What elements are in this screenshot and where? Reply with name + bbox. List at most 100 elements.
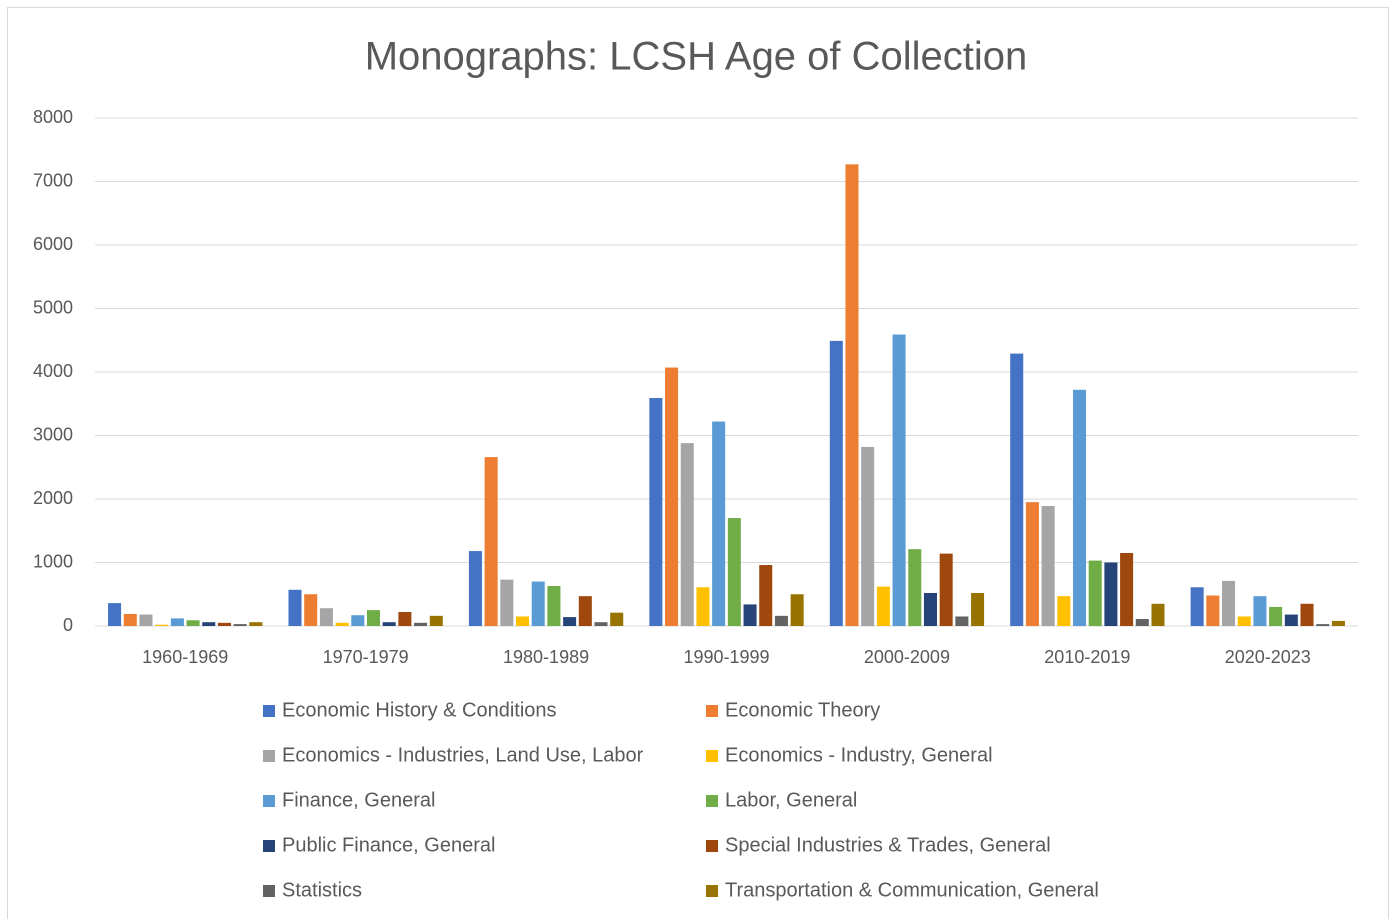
legend-label: Transportation & Communication, General (725, 879, 1099, 901)
y-tick-label: 0 (63, 615, 73, 635)
legend-swatch (706, 750, 718, 762)
x-tick-label: 2000-2009 (864, 647, 950, 667)
bar (382, 622, 396, 626)
y-tick-label: 1000 (33, 551, 73, 571)
x-tick-label: 1980-1989 (503, 647, 589, 667)
bar (155, 624, 169, 626)
bar (1104, 562, 1118, 626)
x-tick-label: 1960-1969 (142, 647, 228, 667)
bar (233, 624, 247, 626)
bar (955, 616, 969, 626)
bar (594, 622, 608, 626)
bar (202, 622, 216, 626)
y-tick-label: 7000 (33, 170, 73, 190)
bar (743, 604, 757, 626)
bar (139, 614, 153, 626)
y-tick-label: 3000 (33, 424, 73, 444)
bar (468, 551, 482, 626)
bar (217, 622, 231, 626)
bar (398, 612, 412, 626)
bar (908, 549, 922, 626)
bar (1253, 596, 1267, 626)
bar (351, 615, 365, 626)
bar (1190, 587, 1204, 626)
bar (249, 622, 263, 626)
x-tick-label: 2020-2023 (1225, 647, 1311, 667)
bar (366, 610, 381, 626)
bar (123, 613, 137, 626)
legend-label: Statistics (282, 879, 362, 901)
bar (1237, 616, 1251, 626)
bar (547, 585, 561, 626)
bar (1284, 614, 1298, 626)
x-tick-label: 2010-2019 (1044, 647, 1130, 667)
bar (680, 443, 694, 626)
bar (1222, 580, 1236, 626)
bar (170, 618, 184, 626)
legend-label: Economic Theory (725, 699, 880, 721)
bar (790, 594, 804, 626)
y-tick-label: 6000 (33, 234, 73, 254)
legend-label: Economics - Industries, Land Use, Labor (282, 744, 644, 766)
legend-swatch (706, 705, 718, 717)
bar (108, 603, 122, 626)
legend-label: Public Finance, General (282, 834, 495, 856)
bar (727, 518, 741, 626)
bar (939, 553, 953, 626)
bar (186, 620, 200, 626)
bar (649, 398, 663, 626)
chart-frame (7, 7, 1389, 919)
legend-label: Finance, General (282, 789, 435, 811)
y-tick-label: 2000 (33, 488, 73, 508)
legend-label: Economic History & Conditions (282, 699, 557, 721)
bar (429, 615, 443, 626)
bar (845, 164, 859, 627)
y-tick-label: 5000 (33, 297, 73, 317)
bar (1057, 596, 1071, 626)
bar (759, 565, 773, 626)
x-tick-label: 1990-1999 (683, 647, 769, 667)
bar (531, 581, 545, 626)
chart-title: Monographs: LCSH Age of Collection (365, 35, 1028, 79)
bar (516, 616, 530, 626)
bar (1331, 620, 1345, 626)
bar (484, 457, 498, 626)
bar (1316, 624, 1330, 626)
bar (578, 596, 592, 626)
bar (876, 586, 890, 626)
bar (665, 367, 679, 626)
bar (1041, 505, 1055, 626)
bar (335, 622, 349, 626)
bar (1025, 502, 1039, 626)
bar (304, 594, 318, 626)
y-tick-label: 8000 (33, 107, 73, 127)
bar (1010, 353, 1024, 626)
legend-swatch (263, 840, 275, 852)
bar (712, 421, 726, 626)
bar (1088, 560, 1102, 626)
bar (563, 617, 577, 626)
bar (288, 589, 302, 626)
bar (500, 579, 514, 626)
bar (971, 592, 985, 626)
bar (774, 615, 788, 626)
bar (414, 622, 428, 626)
legend-label: Economics - Industry, General (725, 744, 993, 766)
y-tick-label: 4000 (33, 361, 73, 381)
legend-swatch (706, 840, 718, 852)
bar (319, 608, 333, 626)
legend-swatch (706, 795, 718, 807)
bar (1269, 606, 1283, 626)
bar (923, 592, 937, 626)
legend-swatch (263, 750, 275, 762)
bar (1135, 619, 1149, 626)
x-tick-label: 1970-1979 (323, 647, 409, 667)
legend-swatch (706, 885, 718, 897)
bar (1151, 603, 1165, 626)
bar (1120, 552, 1134, 626)
bar (861, 446, 875, 626)
bar (696, 587, 710, 626)
bar (610, 612, 624, 626)
bar (1206, 595, 1220, 626)
